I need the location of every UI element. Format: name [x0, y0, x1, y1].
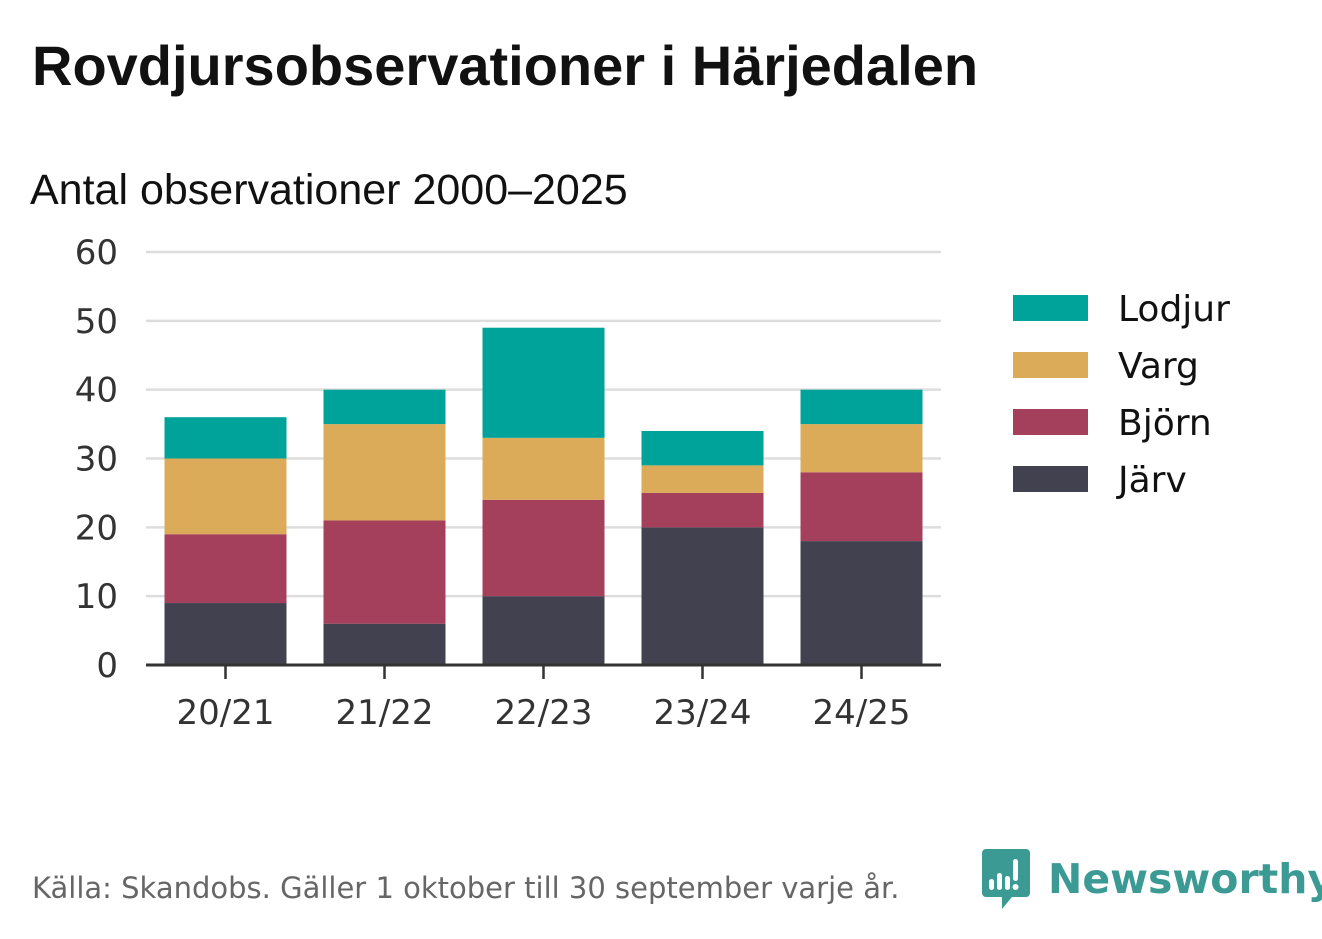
bar-varg-20-21 [164, 458, 287, 535]
y-tick-label-30: 30 [75, 440, 118, 480]
bar-bjorn-20-21 [164, 534, 287, 604]
x-tick-label-22-23: 22/23 [495, 693, 593, 733]
legend-swatch-lodjur [1013, 295, 1088, 321]
legend-swatch-bjorn [1013, 409, 1088, 435]
y-tick-label-0: 0 [96, 646, 118, 686]
legend-label-bjorn: Björn [1118, 403, 1212, 444]
bar-varg-24-25 [800, 424, 923, 473]
newsworthy-brand[interactable]: Newsworthy [982, 848, 1322, 910]
legend-label-varg: Varg [1118, 346, 1199, 387]
bars [164, 327, 923, 665]
bar-lodjur-20-21 [164, 417, 287, 459]
bar-bjorn-22-23 [482, 499, 605, 597]
brand-name: Newsworthy [1048, 855, 1322, 903]
x-tick-label-23-24: 23/24 [654, 693, 752, 733]
y-tick-label-20: 20 [75, 508, 118, 548]
axes: 0 10 20 30 40 50 60 20/21 21/22 22/23 23/24 24/25 [75, 233, 941, 733]
y-tick-label-60: 60 [75, 233, 118, 273]
source-note: Källa: Skandobs. Gäller 1 oktober till 3… [32, 871, 900, 905]
chart-title: Rovdjursobservationer i Härjedalen [32, 34, 979, 97]
bar-bjorn-23-24 [641, 492, 764, 528]
bar-lodjur-23-24 [641, 430, 764, 466]
bar-bjorn-24-25 [800, 472, 923, 542]
bar-lodjur-21-22 [323, 389, 446, 425]
newsworthy-logo-icon [982, 849, 1030, 909]
bar-lodjur-24-25 [800, 389, 923, 425]
y-tick-label-10: 10 [75, 577, 118, 617]
legend-label-jarv: Järv [1116, 460, 1187, 501]
bar-varg-21-22 [323, 424, 446, 521]
bar-lodjur-22-23 [482, 327, 605, 438]
stacked-bar-chart: 0 10 20 30 40 50 60 20/21 21/22 22/23 23/24 24/25 L… [75, 233, 1230, 733]
bar-varg-23-24 [641, 465, 764, 493]
y-tick-label-40: 40 [75, 371, 118, 411]
bar-bjorn-21-22 [323, 520, 446, 624]
bar-jarv-21-22 [323, 623, 446, 665]
bar-jarv-20-21 [164, 603, 287, 665]
legend: Lodjur Varg Björn Järv [1013, 289, 1230, 501]
x-tick-label-24-25: 24/25 [813, 693, 911, 733]
legend-label-lodjur: Lodjur [1118, 289, 1230, 330]
legend-swatch-varg [1013, 352, 1088, 378]
bar-varg-22-23 [482, 437, 605, 500]
x-tick-label-21-22: 21/22 [336, 693, 434, 733]
chart-subtitle: Antal observationer 2000–2025 [30, 166, 628, 214]
legend-swatch-jarv [1013, 466, 1088, 492]
bar-jarv-23-24 [641, 527, 764, 665]
y-tick-label-50: 50 [75, 302, 118, 342]
x-tick-label-20-21: 20/21 [177, 693, 275, 733]
bar-jarv-24-25 [800, 541, 923, 665]
bar-jarv-22-23 [482, 596, 605, 665]
